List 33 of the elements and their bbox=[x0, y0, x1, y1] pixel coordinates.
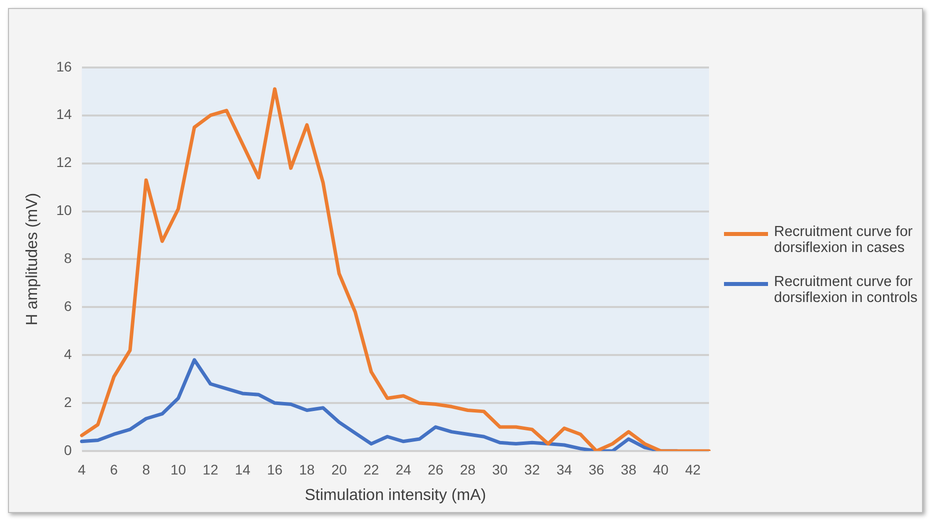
y-tick-label: 10 bbox=[56, 202, 72, 218]
x-tick-label: 24 bbox=[396, 461, 412, 478]
x-tick-label: 12 bbox=[202, 461, 218, 478]
y-tick-label: 14 bbox=[56, 106, 72, 122]
x-tick-label: 16 bbox=[266, 461, 283, 478]
x-tick-label: 40 bbox=[652, 461, 669, 478]
y-tick-label: 16 bbox=[56, 58, 72, 74]
x-tick-label: 34 bbox=[556, 461, 572, 478]
x-tick-label: 18 bbox=[299, 461, 315, 478]
x-tick-label: 28 bbox=[460, 461, 476, 478]
x-tick-label: 32 bbox=[524, 461, 540, 478]
x-tick-label: 22 bbox=[363, 461, 380, 478]
y-tick-label: 4 bbox=[64, 346, 72, 362]
x-axis-title: Stimulation intensity (mA) bbox=[304, 486, 486, 504]
x-tick-label: 20 bbox=[331, 461, 348, 478]
y-tick-label: 8 bbox=[64, 250, 72, 266]
x-tick-label: 4 bbox=[78, 461, 86, 478]
x-tick-label: 30 bbox=[492, 461, 508, 478]
x-tick-label: 6 bbox=[110, 461, 118, 478]
x-tick-label: 36 bbox=[588, 461, 604, 478]
y-tick-label: 0 bbox=[64, 442, 72, 458]
y-axis-title: H amplitudes (mV) bbox=[24, 192, 42, 326]
legend-label: Recruitment curve for dorsiflexion in controls bbox=[774, 274, 918, 306]
x-tick-label: 10 bbox=[170, 461, 186, 478]
x-tick-label: 42 bbox=[685, 461, 701, 478]
x-tick-label: 26 bbox=[428, 461, 444, 478]
legend-label: Recruitment curve for dorsiflexion in cases bbox=[774, 224, 914, 256]
x-tick-label: 14 bbox=[234, 461, 251, 478]
y-tick-label: 6 bbox=[64, 298, 72, 314]
y-tick-label: 12 bbox=[56, 154, 72, 170]
y-tick-label: 2 bbox=[64, 394, 72, 410]
x-tick-label: 38 bbox=[620, 461, 637, 478]
x-tick-label: 8 bbox=[142, 461, 150, 478]
